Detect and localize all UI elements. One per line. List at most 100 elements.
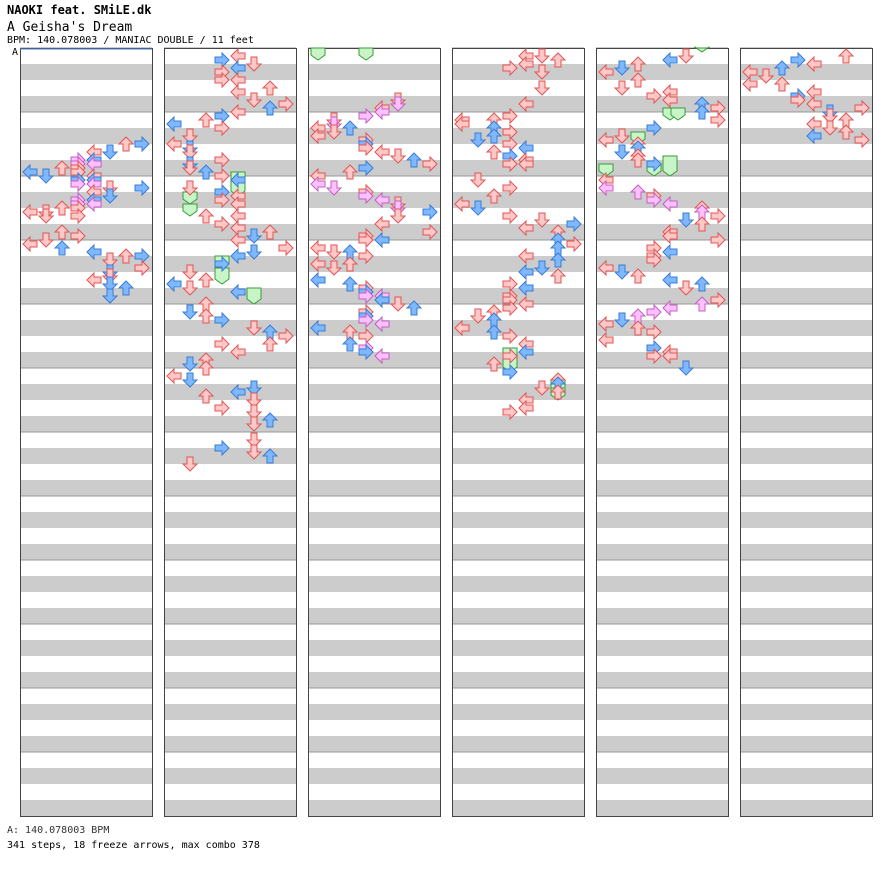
- step-arrow: [181, 160, 199, 176]
- beat-band: [164, 688, 296, 704]
- column-border: [164, 48, 297, 817]
- beat-band: [20, 608, 152, 624]
- beat-band: [452, 224, 584, 240]
- beat-band: [740, 688, 872, 704]
- beat-band: [308, 400, 440, 416]
- step-arrow: [53, 240, 71, 256]
- step-arrow: [310, 255, 326, 273]
- beat-band: [20, 464, 152, 480]
- beat-band: [740, 192, 872, 208]
- step-arrow: [710, 291, 726, 309]
- step-arrow: [710, 231, 726, 249]
- beat-band: [20, 688, 152, 704]
- step-arrow: [86, 195, 102, 213]
- beat-band: [308, 640, 440, 656]
- beat-band: [308, 752, 440, 768]
- column-border: [596, 48, 729, 817]
- beat-band: [20, 672, 152, 688]
- step-arrow: [598, 259, 614, 277]
- beat-band: [596, 624, 728, 640]
- beat-band: [452, 752, 584, 768]
- freeze-arrow: [670, 107, 686, 121]
- step-arrow: [358, 107, 374, 125]
- beat-band: [20, 240, 152, 256]
- step-arrow: [566, 215, 582, 233]
- beat-band: [596, 352, 728, 368]
- beat-band: [452, 400, 584, 416]
- beat-band: [164, 48, 296, 64]
- beat-band: [164, 544, 296, 560]
- beat-band: [596, 768, 728, 784]
- beat-band: [740, 176, 872, 192]
- step-arrow: [358, 159, 374, 177]
- step-arrow: [485, 128, 503, 144]
- step-arrow: [166, 275, 182, 293]
- step-arrow: [278, 239, 294, 257]
- step-arrow: [261, 100, 279, 116]
- step-arrow: [22, 163, 38, 181]
- beat-band: [452, 512, 584, 528]
- step-arrow: [598, 63, 614, 81]
- beat-band: [308, 96, 440, 112]
- step-arrow: [629, 72, 647, 88]
- step-arrow: [646, 323, 662, 341]
- beat-band: [596, 288, 728, 304]
- beat-band: [740, 752, 872, 768]
- step-arrow: [278, 95, 294, 113]
- step-arrow: [181, 356, 199, 372]
- beat-band: [20, 512, 152, 528]
- step-arrow: [37, 208, 55, 224]
- step-arrow: [646, 191, 662, 209]
- step-arrow: [854, 131, 870, 149]
- step-arrow: [325, 260, 343, 276]
- step-arrow: [181, 264, 199, 280]
- beat-band: [452, 736, 584, 752]
- step-arrow: [341, 120, 359, 136]
- step-arrow: [533, 48, 551, 64]
- beat-band: [596, 144, 728, 160]
- freeze-arrow: [358, 47, 374, 61]
- step-arrow: [549, 384, 567, 400]
- beat-band: [740, 800, 872, 816]
- beat-band: [308, 256, 440, 272]
- beat-band: [740, 400, 872, 416]
- step-arrow: [613, 264, 631, 280]
- step-arrow: [101, 252, 119, 268]
- beat-band: [164, 496, 296, 512]
- beat-band: [164, 752, 296, 768]
- beat-band: [452, 448, 584, 464]
- beat-band: [740, 144, 872, 160]
- beat-band: [20, 656, 152, 672]
- beat-band: [20, 720, 152, 736]
- beat-band: [164, 208, 296, 224]
- beat-band: [20, 448, 152, 464]
- beat-band: [596, 576, 728, 592]
- step-arrow: [629, 268, 647, 284]
- step-arrow: [533, 80, 551, 96]
- step-arrow: [181, 128, 199, 144]
- step-arrow: [806, 95, 822, 113]
- step-arrow: [677, 280, 695, 296]
- beat-band: [452, 240, 584, 256]
- step-arrow: [310, 127, 326, 145]
- beat-band: [596, 736, 728, 752]
- step-arrow: [230, 171, 246, 189]
- step-arrow: [677, 212, 695, 228]
- beat-band: [164, 656, 296, 672]
- beat-band: [164, 288, 296, 304]
- step-arrow: [598, 315, 614, 333]
- beat-band: [740, 736, 872, 752]
- beat-band: [596, 784, 728, 800]
- beat-band: [164, 416, 296, 432]
- beat-band: [164, 272, 296, 288]
- step-arrow: [325, 244, 343, 260]
- beat-band: [596, 48, 728, 64]
- step-arrow: [166, 135, 182, 153]
- step-arrow: [245, 444, 263, 460]
- step-arrow: [693, 216, 711, 232]
- beat-band: [164, 480, 296, 496]
- step-arrow: [214, 335, 230, 353]
- beat-band: [596, 800, 728, 816]
- beat-band: [20, 768, 152, 784]
- beat-band: [308, 720, 440, 736]
